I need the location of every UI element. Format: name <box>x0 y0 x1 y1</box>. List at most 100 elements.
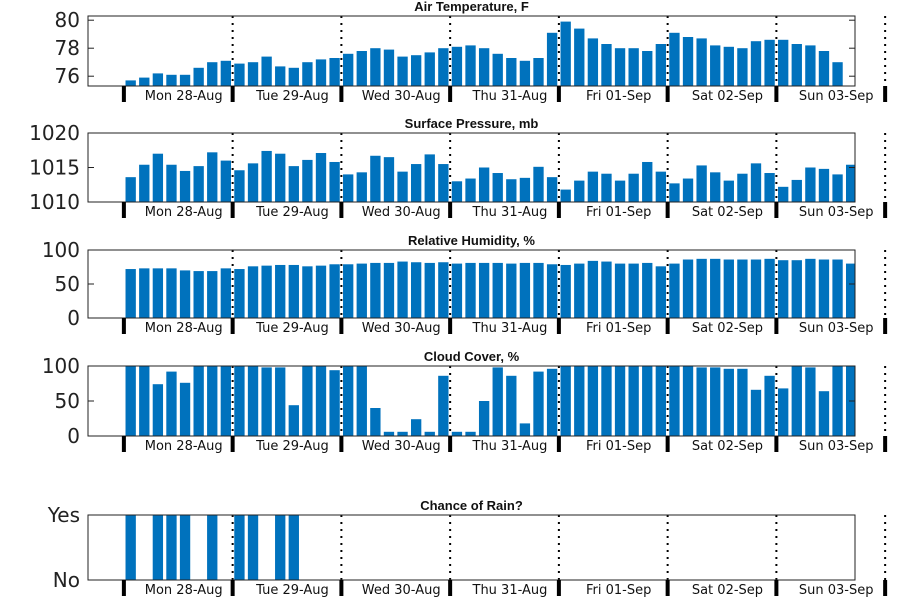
x-tick-label: Mon 28-Aug <box>145 89 223 104</box>
axes-frame <box>87 15 856 87</box>
bar <box>343 366 354 436</box>
bar <box>438 375 449 436</box>
bar <box>288 405 299 436</box>
bar <box>220 366 232 436</box>
bar <box>723 46 734 86</box>
bar <box>791 260 802 318</box>
bar <box>125 515 136 580</box>
bar <box>356 366 367 436</box>
bar <box>166 371 177 436</box>
x-tick-label: Wed 30-Aug <box>362 321 441 336</box>
bar <box>207 271 218 318</box>
bar <box>261 265 272 318</box>
bar <box>506 179 517 202</box>
bar <box>247 266 259 318</box>
bar <box>397 261 408 318</box>
bar <box>478 262 490 318</box>
bar <box>152 384 164 436</box>
bar <box>370 48 381 86</box>
bar <box>750 389 762 436</box>
bar <box>614 180 626 202</box>
bar <box>860 263 870 318</box>
bar <box>397 171 408 202</box>
bar <box>125 177 136 202</box>
bar <box>628 48 639 86</box>
bar <box>383 157 395 202</box>
bar <box>370 155 381 202</box>
bar <box>873 366 883 436</box>
bar <box>152 73 164 86</box>
bar <box>451 181 463 202</box>
bar <box>179 382 191 436</box>
bar <box>655 44 667 86</box>
bar <box>642 161 653 202</box>
bar <box>818 391 830 436</box>
bar <box>247 163 259 202</box>
bar <box>247 62 259 86</box>
y-tick-label: 100 <box>42 354 80 378</box>
bar <box>492 262 503 318</box>
x-tick-label: Sat 02-Sep <box>692 205 763 220</box>
bar <box>614 366 626 436</box>
bar <box>410 262 422 318</box>
bar <box>642 262 653 318</box>
bar <box>574 180 585 202</box>
bar <box>152 153 164 202</box>
x-tick-label: Sun 03-Sep <box>799 89 874 104</box>
bar <box>710 258 721 318</box>
bar <box>302 62 313 86</box>
bar <box>860 152 870 202</box>
bar <box>275 153 286 202</box>
bar <box>519 262 531 318</box>
bar <box>288 515 299 580</box>
bar <box>669 366 680 436</box>
y-tick-label: 0 <box>67 424 80 448</box>
bar <box>873 85 883 86</box>
bar <box>125 366 136 436</box>
x-tick-label: Wed 30-Aug <box>362 89 441 104</box>
axes-frame <box>87 514 856 581</box>
bar <box>628 263 639 318</box>
bar <box>764 173 775 202</box>
bar <box>696 165 707 202</box>
x-tick-label: Sun 03-Sep <box>799 583 874 598</box>
bar <box>261 56 272 86</box>
y-tick-label: 100 <box>42 238 80 262</box>
bar <box>152 268 164 318</box>
bar <box>275 264 286 318</box>
chart-panel-1: Air Temperature, F 76 78 80 Mon 28-Aug Tue 29… <box>55 0 888 104</box>
bar <box>234 515 245 580</box>
x-tick-label: Thu 31-Aug <box>472 89 548 104</box>
bar <box>315 366 327 436</box>
x-tick-label: Mon 28-Aug <box>145 205 223 220</box>
bar <box>601 261 612 318</box>
x-tick-label: Tue 29-Aug <box>255 439 329 454</box>
x-tick-label: Thu 31-Aug <box>472 321 548 336</box>
x-tick-label: Sat 02-Sep <box>692 321 763 336</box>
bar <box>465 45 476 86</box>
bar <box>125 269 136 318</box>
bar <box>519 177 531 202</box>
bar <box>750 259 762 318</box>
bar <box>275 515 286 580</box>
x-tick-label: Sun 03-Sep <box>799 205 874 220</box>
bar <box>207 152 218 202</box>
bar <box>519 423 531 436</box>
bar <box>519 60 531 86</box>
y-tick-label: 78 <box>55 36 80 60</box>
bar <box>587 260 599 318</box>
bar <box>642 366 653 436</box>
bar <box>845 164 855 202</box>
bar <box>193 166 204 202</box>
bar <box>655 366 667 436</box>
bar <box>302 266 313 318</box>
bar <box>424 431 435 436</box>
bar <box>669 263 680 318</box>
x-tick-label: Tue 29-Aug <box>255 583 329 598</box>
bar <box>492 367 503 436</box>
bar <box>383 49 395 86</box>
bar <box>791 44 802 86</box>
bar <box>247 366 259 436</box>
bar <box>288 264 299 318</box>
bar <box>845 263 855 318</box>
